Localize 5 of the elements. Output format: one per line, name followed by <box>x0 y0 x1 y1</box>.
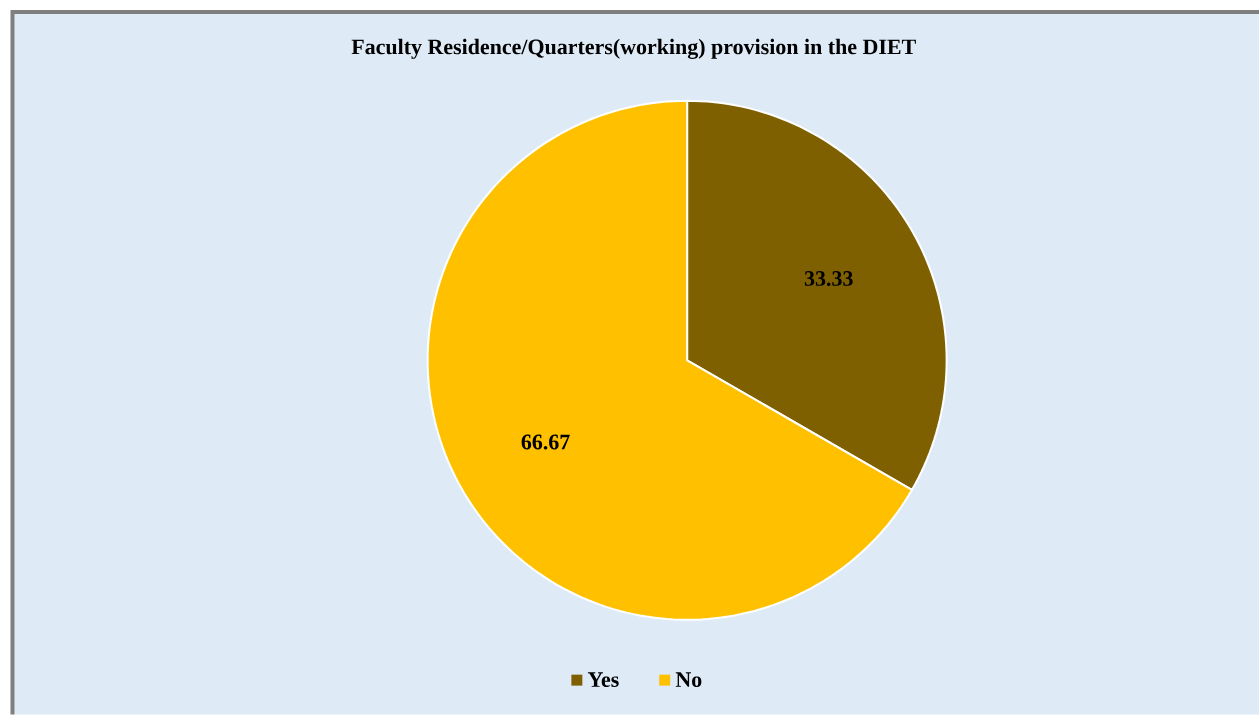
data-label: 33.33 <box>804 271 853 287</box>
legend-label: No <box>675 672 702 688</box>
data-label: 66.67 <box>521 434 570 450</box>
legend-label: Yes <box>587 672 619 688</box>
chart-title: Faculty Residence/Quarters(working) provision in the DIET <box>351 39 916 60</box>
